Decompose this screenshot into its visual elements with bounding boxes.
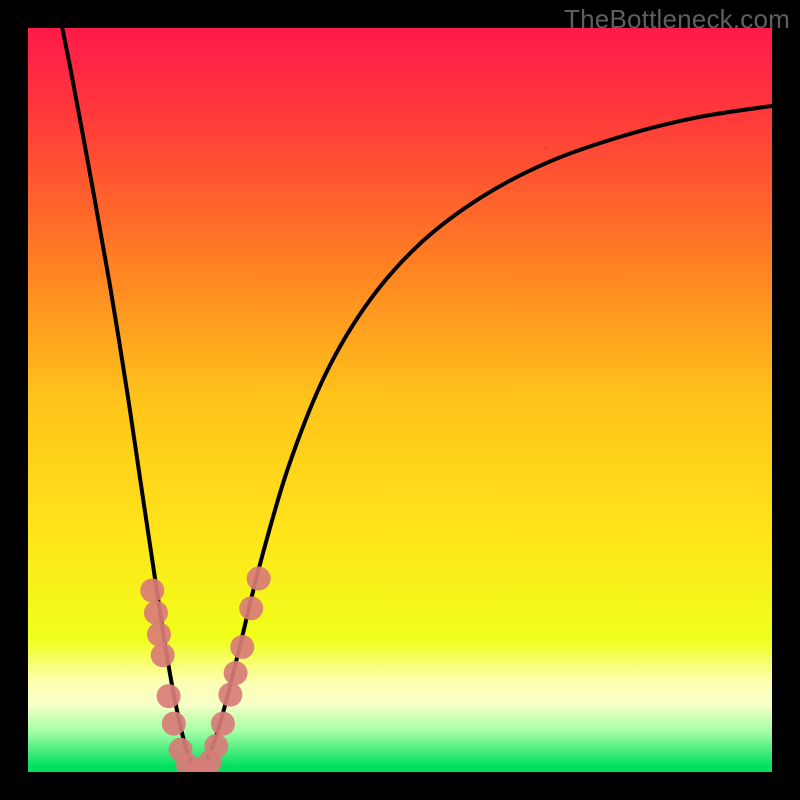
chart-canvas xyxy=(0,0,800,800)
bottleneck-chart: TheBottleneck.com xyxy=(0,0,800,800)
marker-cluster-left xyxy=(140,578,164,602)
marker-cluster-right xyxy=(230,635,254,659)
marker-cluster-right xyxy=(218,683,242,707)
marker-cluster-left xyxy=(157,684,181,708)
marker-cluster-right xyxy=(224,661,248,685)
marker-cluster-left xyxy=(147,622,171,646)
marker-cluster-left xyxy=(151,643,175,667)
marker-cluster-right xyxy=(211,712,235,736)
marker-cluster-right xyxy=(247,567,271,591)
marker-cluster-right xyxy=(239,596,263,620)
marker-cluster-left xyxy=(162,712,186,736)
marker-cluster-left xyxy=(144,601,168,625)
marker-cluster-right xyxy=(204,734,228,758)
chart-background xyxy=(28,28,772,772)
